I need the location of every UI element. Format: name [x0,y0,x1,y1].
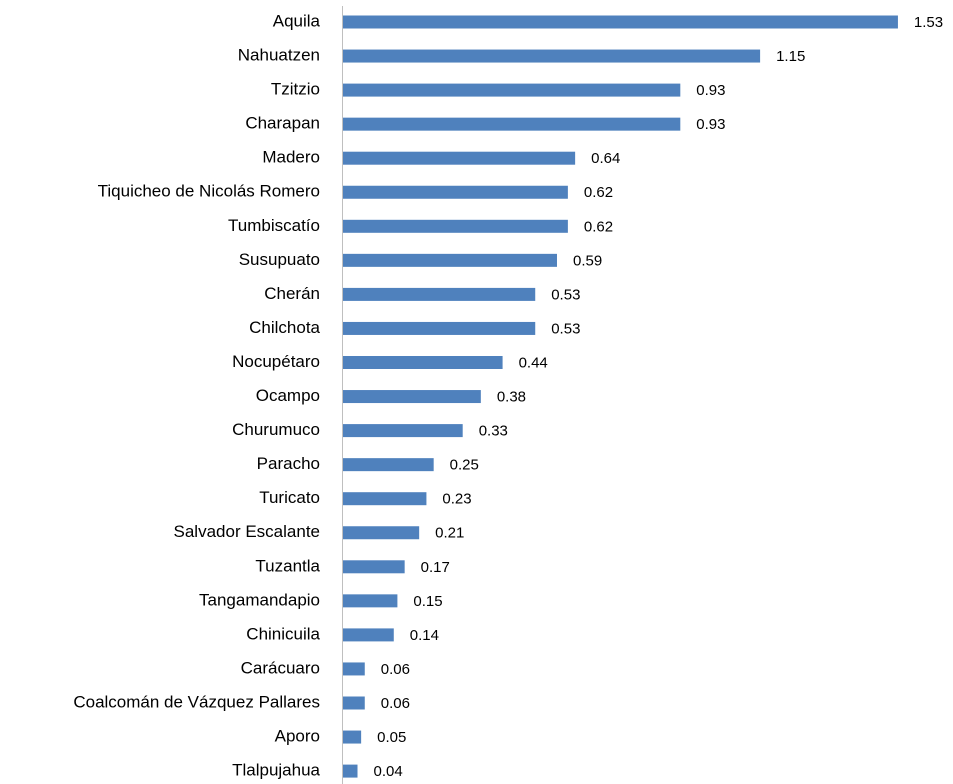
bar [343,526,420,540]
category-label: Aporo [275,727,320,746]
bar [343,83,681,97]
category-label: Chilchota [249,318,320,337]
value-label: 0.62 [584,184,613,201]
category-label: Tzitzio [271,80,320,99]
category-label: Carácuaro [241,658,320,677]
category-label: Chinicuila [246,624,320,643]
value-label: 0.93 [696,82,725,99]
bar [343,764,358,778]
category-label: Aquila [273,11,321,30]
bar [343,696,365,710]
bar [343,253,557,267]
bar [343,560,405,574]
bar [343,458,434,472]
value-label: 0.93 [696,116,725,133]
value-label: 0.17 [421,559,450,576]
bar [343,662,365,676]
category-label: Tangamandapio [199,590,320,609]
value-label: 0.38 [497,389,526,406]
value-label: 0.59 [573,252,602,269]
category-label: Tumbiscatío [228,216,320,235]
category-label: Paracho [257,454,320,473]
value-label: 0.62 [584,218,613,235]
bar [343,185,568,199]
value-label: 0.21 [435,525,464,542]
value-label: 0.06 [381,695,410,712]
category-label: Tlalpujahua [232,761,320,780]
bar [343,492,427,506]
category-label: Susupuato [239,250,320,269]
value-label: 0.23 [442,491,471,508]
value-label: 0.53 [551,320,580,337]
value-label: 1.15 [776,48,805,65]
value-label: 0.64 [591,150,620,167]
value-label: 0.44 [519,354,548,371]
value-label: 1.53 [914,14,943,31]
category-label: Charapan [245,114,320,133]
bar [343,287,536,301]
category-label: Turicato [259,488,320,507]
value-label: 0.25 [450,457,479,474]
value-label: 0.15 [413,593,442,610]
value-label: 0.04 [374,763,403,780]
bar [343,628,394,642]
category-label: Salvador Escalante [174,522,320,541]
bar [343,117,681,131]
category-label: Coalcomán de Vázquez Pallares [73,692,320,711]
bar [343,356,503,369]
category-label: Ocampo [256,386,320,405]
value-label: 0.14 [410,627,439,644]
category-label: Nocupétaro [232,352,320,371]
value-label: 0.05 [377,729,406,746]
category-label: Tuzantla [255,556,320,575]
value-label: 0.33 [479,423,508,440]
category-label: Cherán [264,284,320,303]
value-label: 0.53 [551,286,580,303]
bar [343,424,463,438]
bar [343,390,481,404]
category-label: Churumuco [232,420,320,439]
bar [343,730,362,744]
category-label: Nahuatzen [238,46,320,65]
category-label: Tiquicheo de Nicolás Romero [98,182,320,201]
bar [343,151,576,165]
bar [343,594,398,608]
bar [343,321,536,335]
value-label: 0.06 [381,661,410,678]
bar [343,15,898,29]
bar [343,49,761,63]
bar [343,219,568,233]
category-label: Madero [262,148,320,167]
